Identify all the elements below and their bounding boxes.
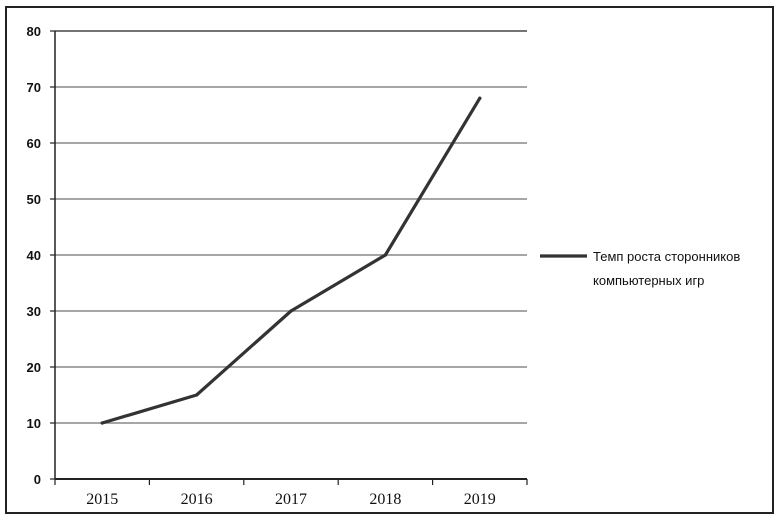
gridlines: [55, 30, 527, 424]
x-axis-ticks: 2015 2016 2017 2018 2019: [86, 491, 496, 508]
axes: [50, 30, 528, 485]
x-tick-label-2017: 2017: [275, 491, 307, 508]
x-tick-label-2018: 2018: [369, 491, 401, 508]
y-tick-label-40: 40: [27, 248, 41, 263]
y-tick-label-0: 0: [34, 472, 41, 487]
series-line-0: [100, 96, 482, 425]
data-point-2018: [383, 253, 387, 257]
legend: Темп роста сторонников компьютерных игр: [540, 249, 740, 288]
x-tick-label-2015: 2015: [86, 491, 118, 508]
y-tick-label-60: 60: [27, 136, 41, 151]
x-tick-label-2016: 2016: [181, 491, 213, 508]
data-point-2017: [289, 309, 293, 313]
legend-label-line-2: компьютерных игр: [593, 273, 704, 288]
y-tick-label-50: 50: [27, 192, 41, 207]
y-tick-label-30: 30: [27, 304, 41, 319]
y-axis-ticks: 0 10 20 30 40 50 60 70 80: [27, 24, 41, 487]
y-tick-label-80: 80: [27, 24, 41, 39]
chart-frame: [5, 6, 774, 514]
data-point-2019: [478, 96, 482, 100]
y-tick-label-70: 70: [27, 80, 41, 95]
data-point-2015: [100, 421, 104, 425]
y-tick-label-10: 10: [27, 416, 41, 431]
y-tick-label-20: 20: [27, 360, 41, 375]
data-point-2016: [195, 393, 199, 397]
series-layer: [100, 96, 482, 425]
legend-label-line-1: Темп роста сторонников: [593, 249, 740, 264]
x-tick-label-2019: 2019: [464, 491, 496, 508]
